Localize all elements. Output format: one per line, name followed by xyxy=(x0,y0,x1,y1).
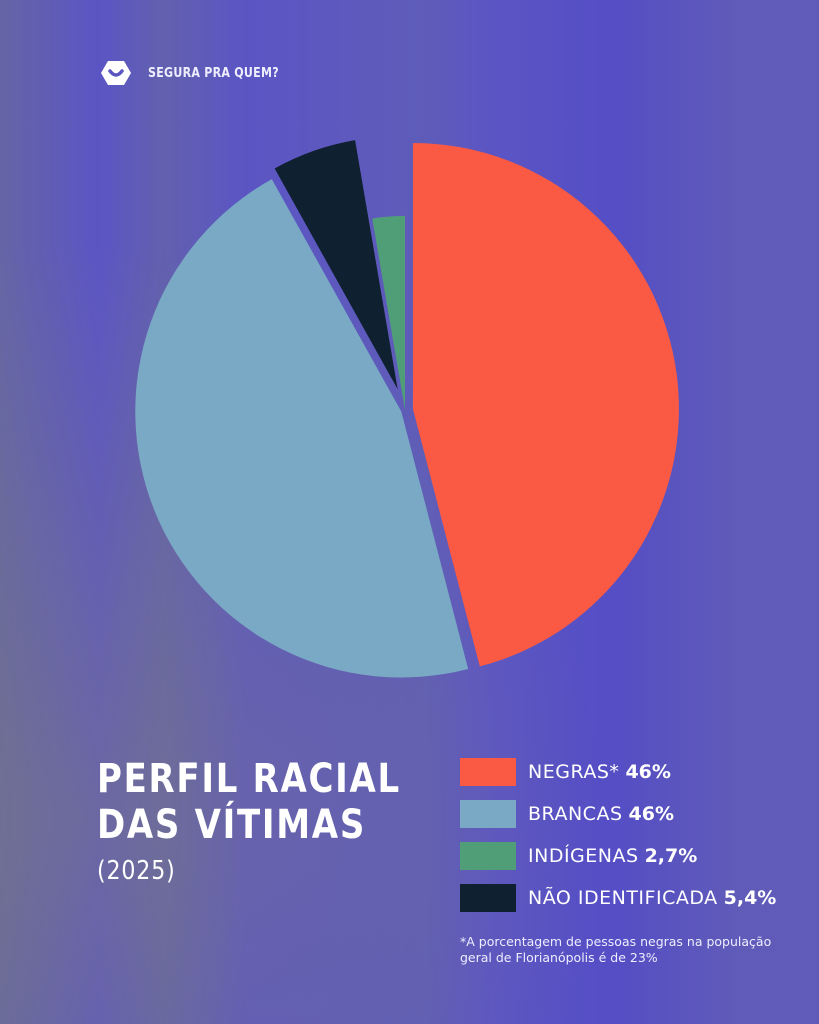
legend-swatch xyxy=(460,758,516,786)
legend-label: NEGRAS* xyxy=(528,761,620,783)
legend-label: NÃO IDENTIFICADA xyxy=(528,887,718,909)
legend-item: NEGRAS* 46% xyxy=(460,758,776,786)
legend-label: BRANCAS xyxy=(528,803,623,825)
title-line-1: PERFIL RACIAL xyxy=(97,756,401,802)
footnote: *A porcentagem de pessoas negras na popu… xyxy=(460,934,772,965)
legend-value: 2,7% xyxy=(644,845,698,867)
legend-value: 46% xyxy=(625,761,671,783)
legend-item: INDÍGENAS 2,7% xyxy=(460,842,776,870)
pie-chart xyxy=(135,140,679,678)
legend-label: INDÍGENAS xyxy=(528,845,639,867)
legend-value: 46% xyxy=(628,803,674,825)
legend-swatch xyxy=(460,884,516,912)
pie-slice-negras xyxy=(412,142,679,667)
legend-item: BRANCAS 46% xyxy=(460,800,776,828)
brand: SEGURA PRA QUEM? xyxy=(100,60,302,86)
legend: NEGRAS* 46% BRANCAS 46% INDÍGENAS 2,7% NÃO IDE… xyxy=(460,758,776,926)
shield-hex-logo-icon xyxy=(101,61,131,85)
legend-value: 5,4% xyxy=(723,887,777,909)
brand-name: SEGURA PRA QUEM? xyxy=(148,65,279,81)
chart-title: PERFIL RACIAL DAS VÍTIMAS xyxy=(97,756,401,848)
legend-swatch xyxy=(460,800,516,828)
title-line-2: DAS VÍTIMAS xyxy=(97,802,367,848)
pie-slice-indígenas xyxy=(372,215,405,410)
legend-item: NÃO IDENTIFICADA 5,4% xyxy=(460,884,776,912)
legend-swatch xyxy=(460,842,516,870)
pie-slice-brancas xyxy=(135,179,469,678)
chart-subtitle: (2025) xyxy=(97,856,176,886)
pie-slice-não-identificada xyxy=(274,140,398,390)
